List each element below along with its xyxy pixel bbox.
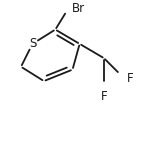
Text: S: S bbox=[29, 37, 36, 50]
Text: F: F bbox=[101, 90, 107, 103]
Text: Br: Br bbox=[72, 2, 85, 15]
Text: F: F bbox=[126, 72, 133, 85]
